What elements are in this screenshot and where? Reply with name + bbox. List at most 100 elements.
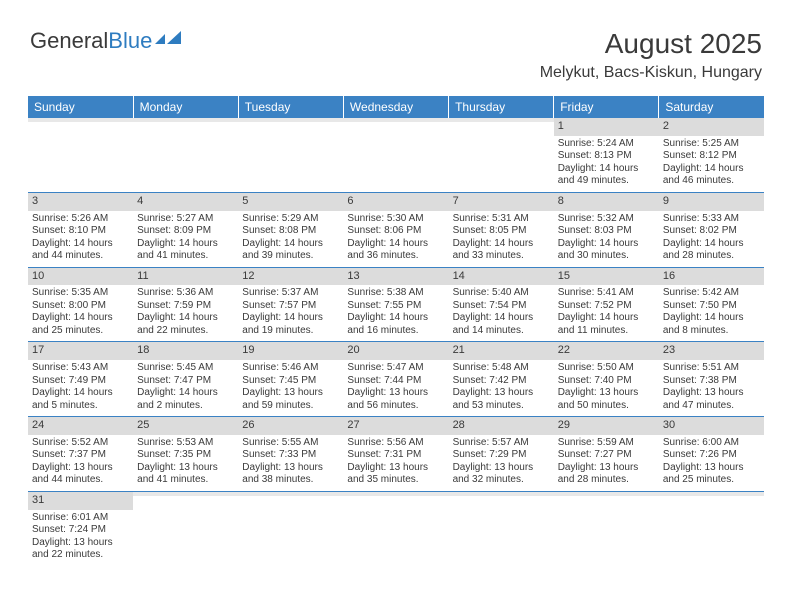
- day-body: Sunrise: 5:25 AMSunset: 8:12 PMDaylight:…: [659, 136, 764, 192]
- day-number: 5: [238, 193, 343, 211]
- sunrise-line: Sunrise: 5:43 AM: [32, 362, 129, 375]
- day-number: 11: [133, 268, 238, 286]
- calendar-day-cell: 3Sunrise: 5:26 AMSunset: 8:10 PMDaylight…: [28, 192, 133, 267]
- calendar-day-cell: 16Sunrise: 5:42 AMSunset: 7:50 PMDayligh…: [659, 267, 764, 342]
- day-header: Thursday: [449, 96, 554, 118]
- day-body: Sunrise: 5:53 AMSunset: 7:35 PMDaylight:…: [133, 435, 238, 491]
- sunrise-line: Sunrise: 5:25 AM: [663, 138, 760, 151]
- day-number: 1: [554, 118, 659, 136]
- sunset-line: Sunset: 8:10 PM: [32, 225, 129, 238]
- sunrise-line: Sunrise: 5:57 AM: [453, 437, 550, 450]
- daylight-line: Daylight: 14 hours and 11 minutes.: [558, 312, 655, 337]
- day-number: 19: [238, 342, 343, 360]
- day-header: Tuesday: [238, 96, 343, 118]
- day-body: Sunrise: 5:31 AMSunset: 8:05 PMDaylight:…: [449, 211, 554, 267]
- calendar-day-cell: 12Sunrise: 5:37 AMSunset: 7:57 PMDayligh…: [238, 267, 343, 342]
- day-number: 12: [238, 268, 343, 286]
- daylight-line: Daylight: 14 hours and 36 minutes.: [347, 238, 444, 263]
- sunrise-line: Sunrise: 5:42 AM: [663, 287, 760, 300]
- sunrise-line: Sunrise: 5:27 AM: [137, 213, 234, 226]
- day-number: 17: [28, 342, 133, 360]
- calendar-day-cell: 21Sunrise: 5:48 AMSunset: 7:42 PMDayligh…: [449, 342, 554, 417]
- day-number: 26: [238, 417, 343, 435]
- daylight-line: Daylight: 13 hours and 50 minutes.: [558, 387, 655, 412]
- logo-text-1: General: [30, 28, 108, 54]
- daylight-line: Daylight: 14 hours and 22 minutes.: [137, 312, 234, 337]
- logo: GeneralBlue: [30, 28, 183, 54]
- logo-icon: [155, 28, 183, 54]
- day-number: 28: [449, 417, 554, 435]
- calendar-day-cell: 23Sunrise: 5:51 AMSunset: 7:38 PMDayligh…: [659, 342, 764, 417]
- day-number: 25: [133, 417, 238, 435]
- sunset-line: Sunset: 7:38 PM: [663, 375, 760, 388]
- sunrise-line: Sunrise: 5:26 AM: [32, 213, 129, 226]
- day-number: 8: [554, 193, 659, 211]
- day-body: Sunrise: 5:35 AMSunset: 8:00 PMDaylight:…: [28, 285, 133, 341]
- sunset-line: Sunset: 7:29 PM: [453, 449, 550, 462]
- daylight-line: Daylight: 14 hours and 19 minutes.: [242, 312, 339, 337]
- location: Melykut, Bacs-Kiskun, Hungary: [540, 64, 762, 82]
- sunset-line: Sunset: 7:45 PM: [242, 375, 339, 388]
- daylight-line: Daylight: 13 hours and 35 minutes.: [347, 462, 444, 487]
- calendar-day-cell: 22Sunrise: 5:50 AMSunset: 7:40 PMDayligh…: [554, 342, 659, 417]
- calendar-week-row: 1Sunrise: 5:24 AMSunset: 8:13 PMDaylight…: [28, 118, 764, 192]
- sunset-line: Sunset: 7:31 PM: [347, 449, 444, 462]
- sunset-line: Sunset: 8:06 PM: [347, 225, 444, 238]
- sunset-line: Sunset: 7:44 PM: [347, 375, 444, 388]
- sunrise-line: Sunrise: 5:48 AM: [453, 362, 550, 375]
- sunset-line: Sunset: 7:49 PM: [32, 375, 129, 388]
- daylight-line: Daylight: 13 hours and 47 minutes.: [663, 387, 760, 412]
- day-body: Sunrise: 5:41 AMSunset: 7:52 PMDaylight:…: [554, 285, 659, 341]
- calendar-day-cell: 10Sunrise: 5:35 AMSunset: 8:00 PMDayligh…: [28, 267, 133, 342]
- sunrise-line: Sunrise: 5:38 AM: [347, 287, 444, 300]
- sunset-line: Sunset: 8:08 PM: [242, 225, 339, 238]
- day-header: Sunday: [28, 96, 133, 118]
- calendar-day-cell: [133, 118, 238, 192]
- day-body: Sunrise: 5:36 AMSunset: 7:59 PMDaylight:…: [133, 285, 238, 341]
- sunrise-line: Sunrise: 5:56 AM: [347, 437, 444, 450]
- calendar-header-row: SundayMondayTuesdayWednesdayThursdayFrid…: [28, 96, 764, 118]
- calendar-day-cell: 13Sunrise: 5:38 AMSunset: 7:55 PMDayligh…: [343, 267, 448, 342]
- calendar-week-row: 17 Sunrise: 5:43 AMSunset: 7:49 PM Dayligh…: [28, 342, 764, 417]
- day-number: 16: [659, 268, 764, 286]
- day-body: Sunrise: 5:26 AMSunset: 8:10 PMDaylight:…: [28, 211, 133, 267]
- day-body: Sunrise: 5:32 AMSunset: 8:03 PMDaylight:…: [554, 211, 659, 267]
- sunset-line: Sunset: 7:40 PM: [558, 375, 655, 388]
- day-number: 23: [659, 342, 764, 360]
- calendar-day-cell: 25Sunrise: 5:53 AMSunset: 7:35 PMDayligh…: [133, 417, 238, 492]
- sunset-line: Sunset: 8:03 PM: [558, 225, 655, 238]
- sunrise-line: Sunrise: 5:35 AM: [32, 287, 129, 300]
- daylight-line: Daylight: 14 hours and 33 minutes.: [453, 238, 550, 263]
- sunrise-line: Sunrise: 5:29 AM: [242, 213, 339, 226]
- sunset-line: Sunset: 7:55 PM: [347, 300, 444, 313]
- daylight-line: Daylight: 14 hours and 49 minutes.: [558, 163, 655, 188]
- day-number: 21: [449, 342, 554, 360]
- sunset-line: Sunset: 7:50 PM: [663, 300, 760, 313]
- day-body: Sunrise: 5:24 AMSunset: 8:13 PMDaylight:…: [554, 136, 659, 192]
- calendar-day-cell: 26Sunrise: 5:55 AMSunset: 7:33 PMDayligh…: [238, 417, 343, 492]
- sunrise-line: Sunrise: 5:41 AM: [558, 287, 655, 300]
- month-title: August 2025: [540, 28, 762, 60]
- sunrise-line: Sunrise: 5:45 AM: [137, 362, 234, 375]
- sunset-line: Sunset: 8:09 PM: [137, 225, 234, 238]
- calendar-day-cell: 29Sunrise: 5:59 AMSunset: 7:27 PMDayligh…: [554, 417, 659, 492]
- sunset-line: Sunset: 8:13 PM: [558, 150, 655, 163]
- day-body: Sunrise: 5:47 AMSunset: 7:44 PMDaylight:…: [343, 360, 448, 416]
- calendar-table: SundayMondayTuesdayWednesdayThursdayFrid…: [28, 96, 764, 566]
- calendar-day-cell: 24Sunrise: 5:52 AMSunset: 7:37 PMDayligh…: [28, 417, 133, 492]
- sunrise-line: Sunrise: 5:55 AM: [242, 437, 339, 450]
- calendar-day-cell: [133, 491, 238, 565]
- day-body: Sunrise: 5:48 AMSunset: 7:42 PMDaylight:…: [449, 360, 554, 416]
- sunset-line: Sunset: 7:24 PM: [32, 524, 129, 537]
- day-header: Saturday: [659, 96, 764, 118]
- day-number: 4: [133, 193, 238, 211]
- sunset-line: Sunset: 7:59 PM: [137, 300, 234, 313]
- daylight-line: Daylight: 13 hours and 59 minutes.: [242, 387, 339, 412]
- sunrise-line: Sunrise: 6:01 AM: [32, 512, 129, 525]
- calendar-week-row: 24Sunrise: 5:52 AMSunset: 7:37 PMDayligh…: [28, 417, 764, 492]
- day-number: 18: [133, 342, 238, 360]
- day-number: 2: [659, 118, 764, 136]
- daylight-line: Daylight: 14 hours and 25 minutes.: [32, 312, 129, 337]
- day-number: 24: [28, 417, 133, 435]
- sunrise-line: Sunrise: 5:59 AM: [558, 437, 655, 450]
